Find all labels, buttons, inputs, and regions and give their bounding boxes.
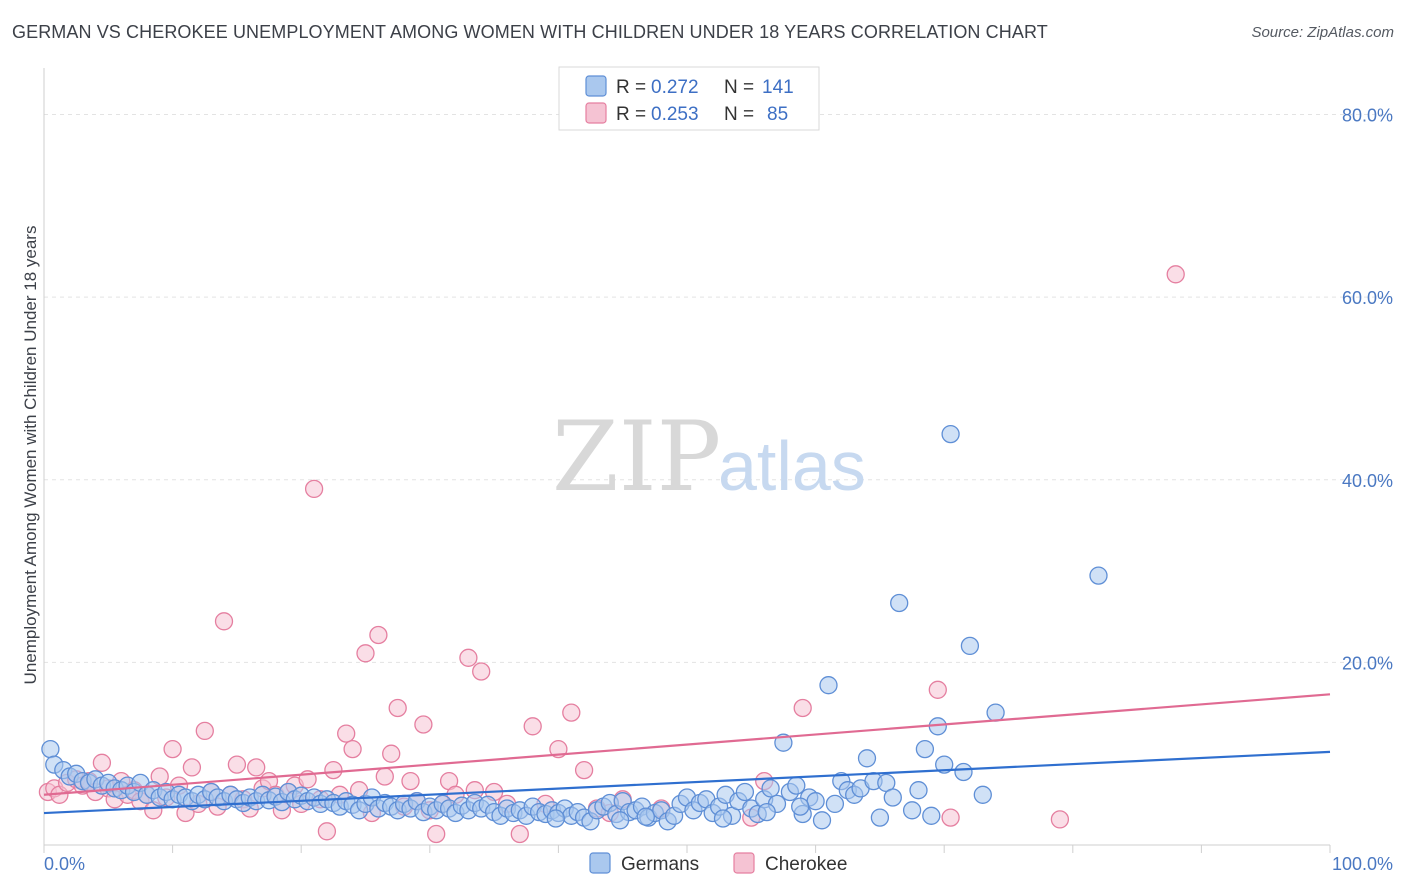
y-tick-labels: 20.0% 40.0% 60.0% 80.0% (1342, 106, 1393, 674)
legend-r-label-cherokee: R = (616, 104, 646, 125)
germans-point-131 (883, 788, 902, 807)
germans-point-143 (973, 785, 992, 804)
cherokee-point-74 (574, 760, 594, 780)
cherokee-point-46 (337, 724, 356, 743)
y-axis-label: Unemployment Among Women with Children U… (21, 226, 40, 685)
cherokee-point-66 (472, 662, 491, 681)
germans-point-141 (986, 703, 1005, 722)
legend-swatch-cherokee (585, 102, 607, 124)
germans-point-148 (636, 807, 655, 826)
cherokee-trend-line (43, 693, 1331, 796)
cherokee-point-32 (247, 758, 266, 777)
cherokee-point-47 (343, 739, 362, 759)
cherokee-point-69 (510, 824, 529, 844)
bottom-legend-swatch-cherokee (733, 852, 755, 874)
germans-point-150 (546, 809, 565, 828)
germans-point-142 (1089, 566, 1108, 585)
bottom-legend-swatch-germans (589, 852, 611, 874)
cherokee-point-53 (382, 744, 401, 763)
germans-point-134 (915, 739, 935, 759)
germans-point-133 (909, 781, 928, 800)
germans-point-108 (735, 782, 755, 802)
source-label: Source: ZipAtlas.com (1251, 24, 1394, 41)
cherokee-point-24 (195, 721, 214, 741)
germans-point-139 (954, 762, 973, 782)
y-tick-label-1: 40.0% (1342, 471, 1393, 491)
bottom-legend-cherokee: Cherokee (765, 854, 847, 875)
watermark-atlas: atlas (718, 427, 866, 505)
cherokee-point-8 (92, 753, 112, 772)
cherokee-point-82 (928, 680, 947, 699)
grid-layer (44, 114, 1393, 663)
germans-point-121 (819, 676, 838, 695)
trend-layer (43, 693, 1331, 815)
germans-point-144 (902, 801, 922, 820)
germans-point-112 (761, 779, 780, 798)
legend-n-value-cherokee: 85 (767, 104, 788, 125)
legend-r-value-cherokee: 0.253 (651, 104, 699, 125)
germans-point-129 (870, 808, 890, 827)
y-tick-label-0: 20.0% (1342, 653, 1393, 673)
legend-r-label-germans: R = (616, 77, 646, 98)
legend-box: R = 0.272 N = 141 R = 0.253 N = 85 (558, 66, 820, 131)
cherokee-point-41 (304, 479, 324, 499)
chart-title: GERMAN VS CHEROKEE UNEMPLOYMENT AMONG WO… (12, 22, 1048, 42)
cherokee-point-29 (227, 755, 247, 774)
x-tick-label-max: 100.0% (1332, 854, 1393, 874)
germans-point-147 (713, 809, 733, 828)
cherokee-point-60 (427, 824, 446, 844)
cherokee-point-44 (324, 760, 343, 780)
cherokee-point-84 (1050, 810, 1070, 829)
cherokee-point-64 (459, 648, 478, 667)
germans-point-145 (791, 797, 810, 816)
cherokee-point-49 (356, 644, 375, 663)
cherokee-point-43 (317, 822, 337, 841)
cherokee-points (38, 265, 1185, 844)
legend-swatch-germans (585, 75, 607, 97)
cherokee-point-54 (388, 698, 407, 718)
germans-point-149 (610, 811, 630, 830)
legend-n-label-cherokee: N = (724, 104, 754, 125)
y-tick-label-3: 80.0% (1342, 106, 1393, 126)
cherokee-point-22 (182, 758, 202, 777)
cherokee-point-19 (163, 739, 182, 759)
germans-point-0 (41, 739, 60, 759)
cherokee-point-52 (375, 767, 394, 786)
germans-point-120 (812, 811, 832, 830)
axes-layer (43, 68, 1331, 853)
germans-point-132 (890, 593, 909, 613)
germans-point-119 (806, 792, 825, 811)
germans-point-127 (857, 749, 877, 768)
x-tick-label-min: 0.0% (44, 854, 85, 874)
cherokee-point-83 (941, 808, 960, 827)
cherokee-point-85 (1166, 265, 1185, 284)
germans-point-146 (757, 802, 776, 822)
germans-point-138 (941, 424, 960, 444)
cherokee-point-81 (793, 698, 812, 718)
germans-point-135 (922, 806, 941, 825)
cherokee-point-58 (414, 715, 433, 734)
y-tick-label-2: 60.0% (1342, 288, 1393, 308)
watermark-zip: ZIP (552, 401, 721, 513)
legend-n-value-germans: 141 (762, 77, 794, 98)
legend-r-value-germans: 0.272 (651, 77, 699, 98)
cherokee-point-27 (214, 612, 234, 631)
cherokee-point-56 (401, 771, 420, 791)
germans-point-122 (825, 794, 845, 814)
watermark: ZIP atlas (552, 401, 866, 513)
germans-point-137 (935, 755, 954, 774)
germans-trend-line (43, 750, 1331, 815)
bottom-legend: Germans Cherokee (589, 852, 847, 875)
bottom-legend-germans: Germans (621, 854, 699, 875)
legend-n-label-germans: N = (724, 77, 754, 98)
cherokee-point-70 (523, 717, 542, 736)
cherokee-point-73 (562, 703, 581, 722)
germans-point-140 (960, 636, 980, 656)
cherokee-point-51 (369, 625, 388, 645)
